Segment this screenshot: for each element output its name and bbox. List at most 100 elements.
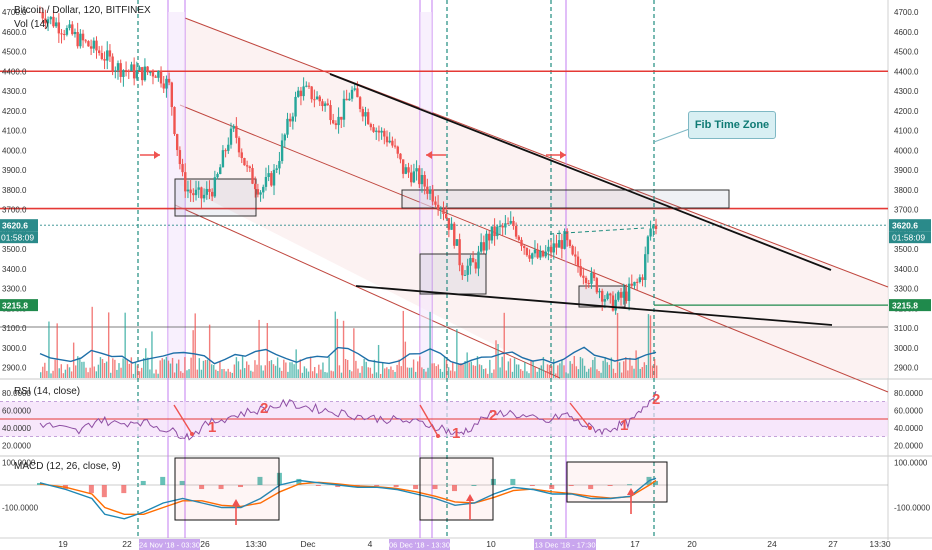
- rsi-arrow-head: [588, 426, 592, 430]
- volume-bar: [153, 373, 155, 378]
- right-price-tick: 4000.0: [894, 146, 919, 155]
- volume-bar: [466, 352, 468, 378]
- volume-bar: [210, 364, 213, 378]
- volume-bar: [367, 367, 369, 378]
- candle-body: [283, 134, 286, 141]
- candle-body: [522, 246, 526, 248]
- left-price-tick: 3900.0: [2, 166, 27, 175]
- volume-bar: [369, 367, 372, 378]
- candle-body: [342, 98, 346, 120]
- volume-bar: [363, 358, 365, 378]
- volume-bar: [46, 370, 48, 378]
- volume-bar: [81, 361, 83, 378]
- candle-body: [205, 188, 208, 195]
- volume-bar: [167, 360, 170, 378]
- candle-body: [227, 144, 230, 151]
- candle-body: [533, 249, 537, 254]
- candle-body: [391, 140, 394, 146]
- candle-body: [434, 201, 437, 205]
- volume-bar: [388, 369, 390, 378]
- candle-body: [525, 247, 529, 256]
- volume-bar: [653, 359, 656, 378]
- volume-bar: [458, 364, 460, 378]
- candle-body: [431, 189, 434, 202]
- candle-body: [447, 218, 451, 230]
- direction-arrow-head: [426, 151, 432, 159]
- volume-bar: [85, 367, 87, 378]
- volume-bar: [439, 368, 442, 378]
- consolidation-box: [419, 253, 487, 295]
- candle-body: [73, 32, 77, 35]
- candle-body: [638, 277, 642, 282]
- macd-right-tick: -100.0000: [894, 504, 931, 513]
- candle-body: [259, 192, 262, 195]
- volume-bar: [406, 367, 409, 378]
- candle-body: [383, 130, 386, 137]
- volume-bar: [633, 368, 635, 378]
- candle-body: [444, 213, 448, 219]
- volume-bar: [241, 356, 244, 378]
- macd-histogram-bar: [653, 480, 658, 485]
- volume-bar: [99, 357, 102, 378]
- candle-body: [426, 186, 429, 194]
- candle-body: [213, 177, 217, 197]
- candle-body: [428, 189, 432, 194]
- macd-histogram-bar: [257, 476, 263, 485]
- volume-bar: [552, 359, 555, 378]
- time-tick: 17: [630, 539, 640, 549]
- candle-body: [210, 191, 214, 197]
- candle-body: [100, 53, 104, 60]
- candle-body: [474, 262, 477, 269]
- volume-bar: [268, 361, 271, 378]
- volume-bar: [437, 364, 440, 378]
- candle-body: [652, 225, 655, 229]
- candle-body: [584, 277, 588, 284]
- candle-body: [54, 22, 58, 27]
- candle-body: [229, 128, 233, 145]
- candle-body: [463, 274, 467, 276]
- right-price-tick: 4400.0: [894, 67, 919, 76]
- candle-body: [189, 189, 192, 194]
- candle-body: [364, 112, 367, 117]
- right-price-tick: 3000.0: [894, 344, 919, 353]
- volume-bar: [629, 357, 631, 378]
- macd-histogram-bar: [568, 485, 574, 486]
- volume-bar: [598, 371, 600, 378]
- volume-bar: [503, 312, 505, 378]
- volume-bar: [235, 357, 238, 378]
- volume-bar: [138, 371, 141, 378]
- macd-arrow-head: [627, 488, 635, 495]
- volume-bar: [196, 369, 198, 378]
- volume-bar: [116, 369, 118, 378]
- volume-bar: [281, 370, 283, 378]
- time-tick: 26: [200, 539, 210, 549]
- volume-bar: [324, 371, 326, 378]
- candle-body: [291, 116, 295, 122]
- volume-bar: [618, 362, 621, 378]
- support-price-tag-bg: [889, 299, 931, 312]
- volume-bar: [322, 362, 324, 378]
- volume-bar: [381, 362, 384, 378]
- volume-bar: [487, 373, 489, 378]
- volume-bar: [40, 372, 42, 378]
- candle-body: [92, 40, 95, 49]
- volume-bar: [583, 365, 586, 378]
- volume-bar: [239, 369, 242, 378]
- volume-bar: [515, 364, 518, 378]
- candle-body: [326, 103, 330, 106]
- time-tick: 27: [828, 539, 838, 549]
- candle-body: [576, 256, 580, 267]
- candle-body: [555, 243, 558, 248]
- volume-bar: [248, 364, 250, 378]
- candle-body: [509, 220, 512, 224]
- volume-bar: [645, 364, 648, 378]
- time-tick: Dec: [300, 539, 316, 549]
- callout-pointer: [653, 127, 693, 143]
- volume-bar: [270, 360, 273, 378]
- candle-body: [606, 293, 609, 300]
- candle-body: [568, 240, 572, 246]
- candle-body: [571, 245, 574, 255]
- volume-bar: [188, 369, 190, 378]
- volume-bar: [470, 361, 472, 378]
